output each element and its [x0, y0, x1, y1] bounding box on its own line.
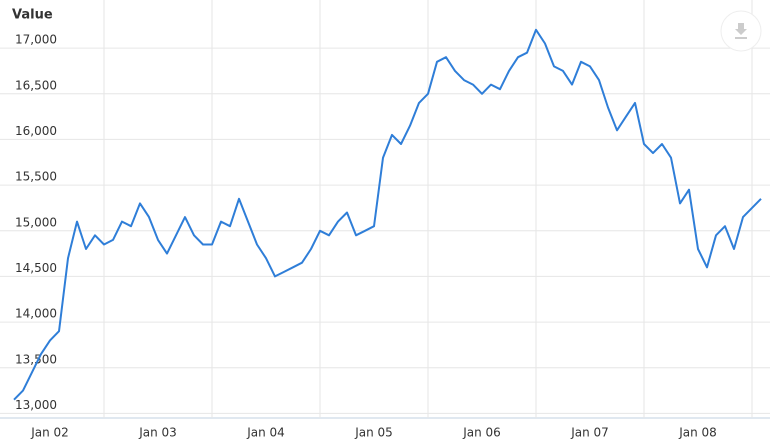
- x-tick-label: Jan 06: [462, 426, 501, 440]
- download-button[interactable]: [720, 10, 762, 52]
- x-tick-label: Jan 07: [570, 426, 609, 440]
- y-tick-label: 16,500: [15, 78, 57, 92]
- y-tick-label: 13,000: [15, 398, 57, 412]
- download-icon[interactable]: [735, 23, 747, 39]
- y-tick-label: 17,000: [15, 33, 57, 47]
- x-tick-label: Jan 08: [678, 426, 717, 440]
- axis-title: Value: [12, 8, 53, 23]
- y-tick-label: 15,000: [15, 215, 57, 229]
- data-line: [13, 28, 762, 401]
- y-tick-label: 13,500: [15, 352, 57, 366]
- x-tick-label: Jan 02: [30, 426, 69, 440]
- x-tick-label: Jan 05: [354, 426, 393, 440]
- x-tick-label: Jan 03: [138, 426, 177, 440]
- y-tick-label: 14,500: [15, 261, 57, 275]
- y-tick-label: 16,000: [15, 124, 57, 138]
- y-tick-label: 14,000: [15, 307, 57, 321]
- x-tick-label: Jan 04: [246, 426, 285, 440]
- y-tick-label: 15,500: [15, 170, 57, 184]
